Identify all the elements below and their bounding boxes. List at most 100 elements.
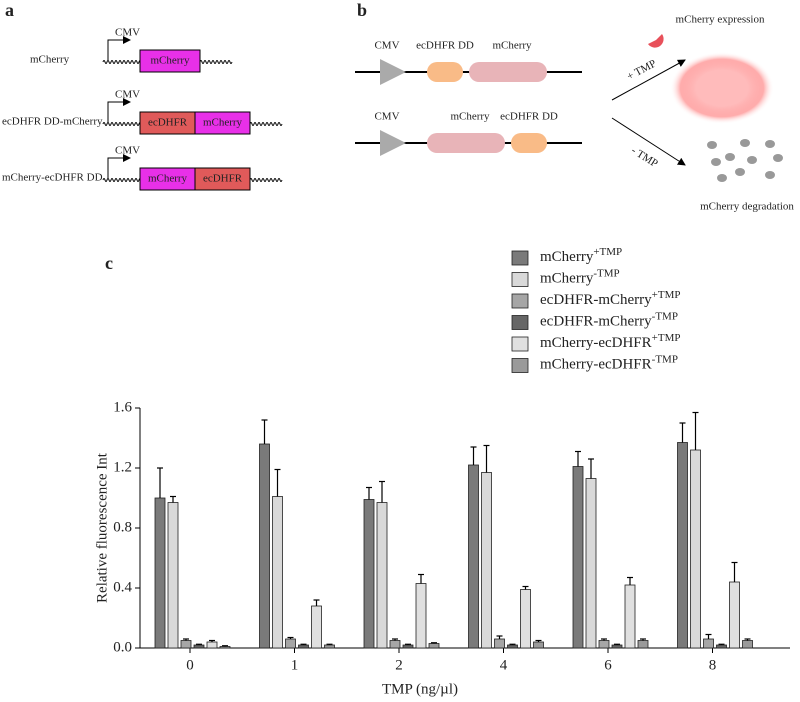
construct-name: mCherry-ecDHFR DD [2,172,103,184]
bar [311,605,322,649]
bar [520,589,531,649]
error-bar [614,643,620,645]
bar [272,496,283,649]
x-axis-label: TMP (ng/µl) [382,681,458,697]
minus-tmp: - TMP [629,145,660,170]
error-bar [326,643,333,645]
legend-name: ecDHFR-mCherry [540,292,652,308]
error-bar [718,643,725,645]
error-bar [640,638,646,641]
error-bar [418,573,424,584]
error-bar [705,633,712,639]
error-bar [483,444,490,473]
error-bar [731,561,738,582]
backbone [249,178,283,182]
panel-label: c [105,253,113,273]
legend-label: mCherry+TMP [540,246,622,266]
backbone [102,122,144,126]
legend-label: mCherry-ecDHFR-TMP [540,353,678,373]
part-label: mCherry [148,173,188,185]
construct-part [427,62,463,82]
error-bar [575,450,581,467]
construct-part [469,62,547,82]
bar [415,583,427,649]
promoter-arrow [107,36,131,60]
error-bar [300,643,307,645]
bar [494,638,505,649]
degradation-dots [707,139,783,182]
panel-label: a [5,0,14,20]
part-label: mCherry [150,55,190,67]
y-tick-label: 0.8 [113,519,132,535]
legend-sup: +TMP [652,332,681,344]
x-tick-label: 8 [709,657,717,673]
x-tick-label: 0 [186,657,194,673]
panel-label: b [357,0,367,20]
part-label: mCherry [450,111,490,123]
bar [624,584,636,649]
bar [219,646,231,649]
error-bar [209,639,215,642]
construct-name: ecDHFR DD-mCherry [2,116,103,128]
error-bar [196,643,202,645]
bar [703,638,714,649]
error-bar [287,636,294,639]
degradation-label: mCherry degradation [700,201,794,213]
bar [363,499,375,649]
error-bar [470,446,477,465]
error-bar [261,419,268,444]
error-bar [405,643,411,645]
y-tick-label: 0.0 [113,639,132,655]
bar [376,502,388,649]
error-bar [313,599,320,606]
construct-part [511,133,547,153]
bar [259,443,270,649]
bar [611,644,623,649]
bar [481,472,492,649]
bar [206,641,218,649]
legend-name: mCherry-ecDHFR [540,335,652,351]
bar [154,497,166,649]
y-axis-label: Relative fluorescence Int [94,452,110,603]
error-bar [222,645,228,647]
backbone [249,122,283,126]
bar [716,644,727,649]
bar [468,464,479,649]
bar [324,644,335,649]
error-bar [588,458,594,479]
legend-sup: +TMP [593,246,622,258]
legend-name: mCherry-ecDHFR [540,357,652,373]
bar [533,641,544,649]
promoter [380,130,406,156]
legend-swatch [511,336,529,352]
plus-tmp: + TMP [625,58,658,83]
error-bar [274,468,281,497]
part-label: ecDHFR DD [416,40,474,52]
error-bar [522,585,529,590]
promoter: CMV [115,145,140,157]
error-bar [157,467,163,498]
promoter-arrow [107,98,131,122]
legend-label: ecDHFR-mCherry-TMP [540,310,678,330]
arrow [611,59,686,101]
backbone [102,60,144,64]
legend-label: mCherry-ecDHFR+TMP [540,332,680,352]
legend-swatch [511,315,529,330]
legend-sup: -TMP [593,267,619,279]
part-label: ecDHFR [203,173,243,185]
expression-glow [670,52,774,124]
bar [598,640,610,649]
legend-label: ecDHFR-mCherry+TMP [540,289,680,309]
legend-name: ecDHFR-mCherry [540,314,652,330]
expression-label: mCherry expression [676,14,765,26]
bar [572,466,584,649]
error-bar [431,642,437,644]
error-bar [535,639,542,642]
x-tick-label: 1 [291,657,299,673]
error-bar [679,422,686,443]
legend-swatch [511,250,529,266]
error-bar [183,638,189,641]
promoter-label: CMV [374,111,399,123]
legend-swatch [511,272,529,287]
error-bar [366,486,372,500]
